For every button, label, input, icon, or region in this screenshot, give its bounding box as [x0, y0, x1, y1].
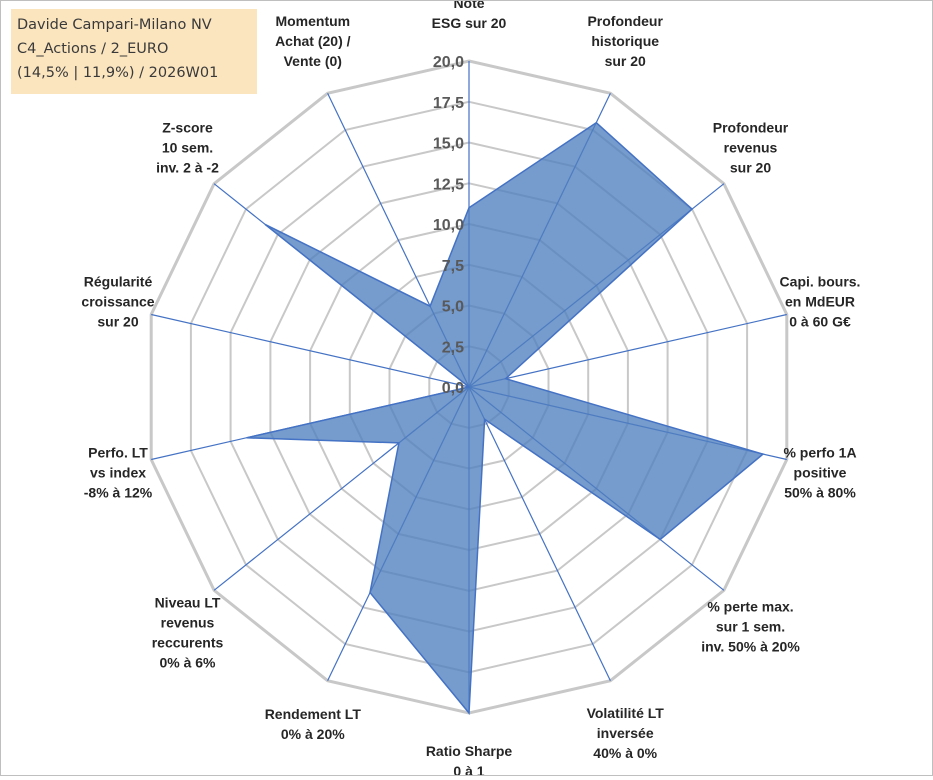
series-area — [246, 121, 765, 715]
tick-label: 2,5 — [442, 339, 464, 356]
tick-label: 20,0 — [433, 54, 464, 71]
tick-label: 10,0 — [433, 217, 464, 234]
axis-label: Régularité croissance sur 20 — [81, 274, 154, 330]
tick-label: 17,5 — [433, 95, 464, 112]
axis-spoke — [151, 313, 470, 388]
radar-series — [246, 121, 765, 715]
axis-label: Volatilité LT inversée 40% à 0% — [587, 705, 665, 761]
company-name: Davide Campari-Milano NV — [17, 17, 212, 33]
axis-spoke — [468, 313, 787, 388]
axis-label: Perfo. LT vs index -8% à 12% — [84, 444, 153, 500]
radial-tick-labels: 0,0 2,5 5,0 7,5 10,0 12,5 15,0 17,5 20,0 — [433, 54, 464, 397]
axis-label: Profondeur revenus sur 20 — [713, 120, 789, 176]
axis-label: Note ESG sur 20 — [432, 1, 507, 31]
tick-label: 7,5 — [442, 258, 464, 275]
axis-labels: Note ESG sur 20 Profondeur historique sur 20… — [81, 0, 861, 779]
info-box: Davide Campari-Milano NV C4_Actions / 2_… — [11, 9, 257, 94]
axis-label: Niveau LT revenus reccurents 0% à 6% — [152, 595, 224, 671]
tick-label: 5,0 — [442, 299, 464, 316]
category-label: C4_Actions / 2_EURO — [17, 41, 169, 57]
axis-label: % perfo 1A positive 50% à 80% — [783, 444, 856, 500]
axis-label: Ratio Sharpe 0 à 1 — [426, 743, 513, 775]
axis-label: Capi. bours. en MdEUR 0 à 60 G€ — [780, 274, 861, 330]
tick-label: 12,5 — [433, 176, 464, 193]
performance-period-label: (14,5% | 11,9%) / 2026W01 — [17, 65, 219, 81]
axis-label: Profondeur historique sur 20 — [587, 13, 663, 69]
axis-label: Momentum Achat (20) / Vente (0) — [275, 13, 351, 69]
axis-spoke — [468, 386, 611, 681]
axis-label: % perte max. sur 1 sem. inv. 50% à 20% — [701, 598, 800, 654]
tick-label: 15,0 — [433, 136, 464, 153]
axis-label: Rendement LT 0% à 20% — [265, 706, 362, 742]
axis-label: Z-score 10 sem. inv. 2 à -2 — [156, 120, 219, 176]
tick-label: 0,0 — [442, 380, 464, 397]
